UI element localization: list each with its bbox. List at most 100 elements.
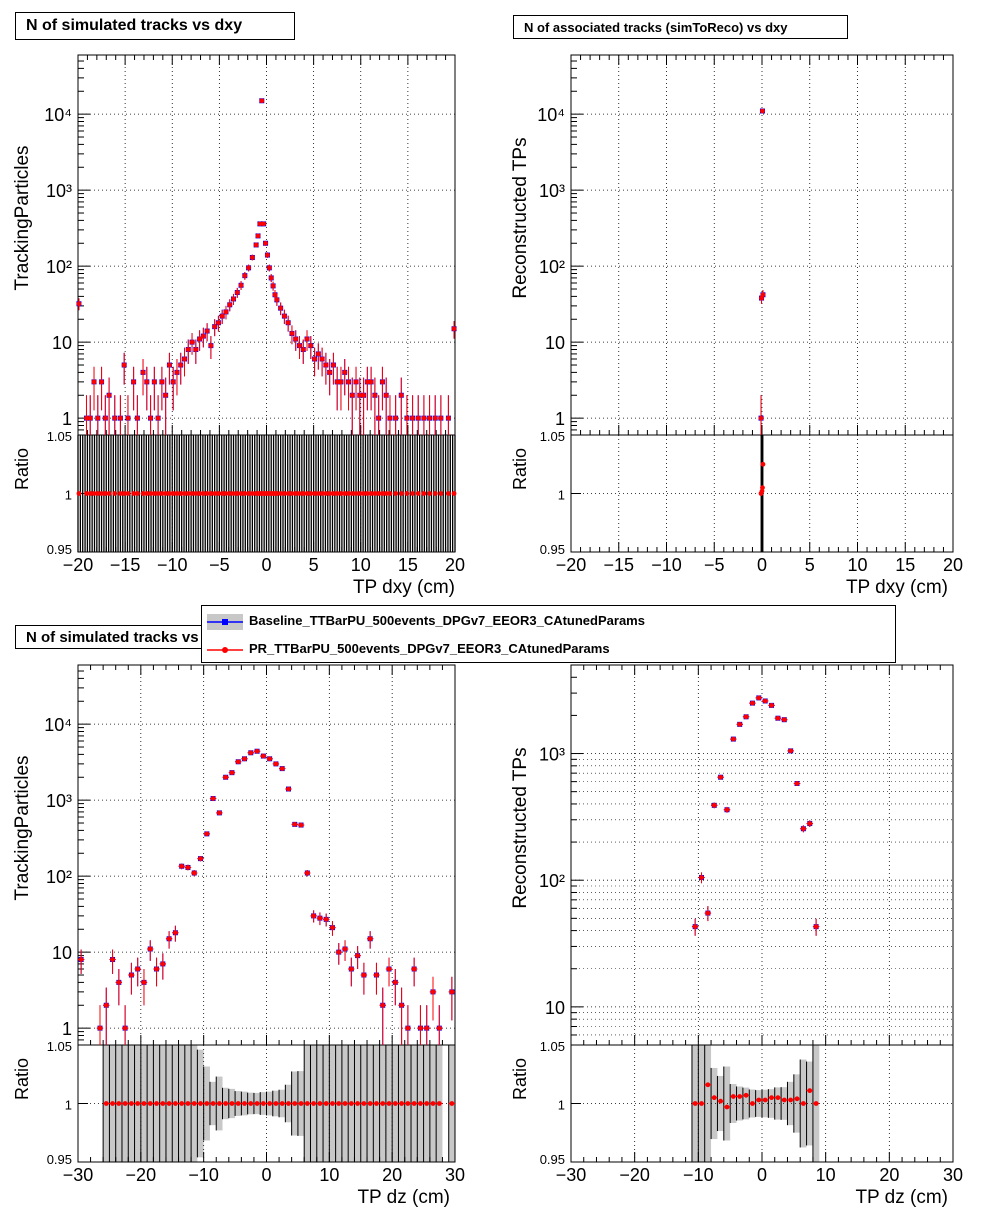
data-point [182, 347, 187, 377]
data-point [289, 325, 295, 345]
data-point [249, 254, 255, 261]
grid-3 [78, 665, 455, 1162]
ratio-point [736, 1094, 743, 1099]
data-point [174, 359, 180, 396]
legend-label-baseline: Baseline_TTBarPU_500events_DPGv7_EEOR3_C… [249, 613, 645, 628]
ratio-point [429, 1101, 437, 1106]
data-point [228, 770, 236, 776]
data-point [446, 395, 451, 435]
ratio-point [730, 1094, 737, 1099]
data-point [140, 969, 148, 1006]
data-point [304, 869, 311, 877]
ratio-axis-label-1: Ratio [12, 448, 32, 490]
ratio-point [212, 491, 218, 496]
data-point [103, 987, 110, 1045]
ratio-point [349, 491, 355, 496]
data-point [312, 347, 317, 377]
ratio-point [184, 1101, 192, 1106]
ratio-point [291, 1101, 298, 1106]
data-point [200, 327, 206, 348]
ratio-point [760, 461, 766, 467]
data-point [263, 240, 268, 246]
data-point [178, 863, 185, 870]
ratio-point [448, 1101, 455, 1106]
ratio-point [364, 491, 370, 496]
ratio-point [446, 491, 451, 496]
y-axis-label-1: TrackingParticles [12, 145, 33, 290]
data-point [329, 921, 336, 936]
data-point [227, 299, 233, 312]
data-point [278, 302, 284, 316]
ratio-point [140, 1101, 148, 1106]
data-point [758, 395, 764, 435]
ratio-point [310, 1101, 317, 1106]
ratio-points-2 [758, 461, 766, 496]
data-point [131, 366, 137, 411]
data-point [742, 714, 750, 720]
data-point [76, 298, 82, 311]
data-point [335, 943, 342, 965]
ratio-point [242, 491, 248, 496]
ratio-point [436, 1101, 443, 1106]
data-point [102, 395, 108, 435]
ratio-tick-label: 1.05 [540, 1039, 565, 1054]
data-point [348, 957, 355, 987]
legend-marker-pr [207, 647, 243, 653]
data-point [279, 766, 286, 772]
data-point [380, 366, 385, 411]
x-tick-label: −10 [157, 555, 188, 575]
data-point [398, 987, 405, 1045]
y-ticks-4: 10 10² 10³ 0.95 1 1.05 [539, 676, 583, 1167]
data-point [711, 802, 718, 809]
ratio-point [421, 491, 427, 496]
data-point [78, 949, 85, 974]
x-axis-label-2: TP dxy (cm) [846, 577, 948, 598]
ratio-point [197, 1101, 204, 1106]
ratio-point [102, 491, 108, 496]
ratio-point [241, 1101, 248, 1106]
x-tick-label: −20 [619, 1165, 650, 1185]
data-point [760, 108, 765, 114]
y-axis-label-3: TrackingParticles [12, 755, 33, 900]
data-point [153, 957, 160, 987]
x-tick-label: −10 [651, 555, 682, 575]
data-point [760, 290, 766, 301]
ratio-axis-label-4: Ratio [510, 1058, 530, 1100]
data-point [140, 359, 146, 396]
legend-marker-baseline [207, 614, 243, 630]
data-point [191, 869, 198, 877]
data-point [451, 321, 457, 339]
data-point [253, 242, 259, 248]
data-point [159, 953, 166, 980]
x-axis-label-3: TP dz (cm) [357, 1187, 450, 1208]
data-point [165, 931, 173, 949]
ratio-point [385, 1101, 393, 1106]
x-axis-label-4: TP dz (cm) [855, 1187, 948, 1208]
ratio-point [698, 1101, 705, 1106]
ratio-point [319, 491, 325, 496]
ratio-point [410, 491, 415, 496]
ratio-point [393, 491, 399, 496]
ratio-point [103, 1101, 110, 1106]
data-point [319, 347, 325, 377]
y-tick-label: 10 [545, 333, 565, 353]
ratio-point [383, 491, 389, 496]
ratio-point [691, 1101, 699, 1106]
data-point [812, 918, 820, 936]
data-point [219, 309, 225, 325]
data-point [134, 395, 140, 435]
x-tick-label: −30 [63, 1165, 94, 1185]
data-point [293, 330, 299, 351]
ratio-point [235, 1101, 242, 1106]
data-point [265, 252, 270, 258]
data-point [387, 395, 393, 435]
data-point [421, 395, 427, 435]
ratio-point [285, 491, 291, 496]
ratio-point [285, 1101, 292, 1106]
ratio-point [274, 491, 280, 496]
ratio-point [125, 491, 131, 496]
data-point [212, 319, 218, 337]
ratio-point [128, 1101, 135, 1106]
ratio-point [812, 1101, 820, 1106]
